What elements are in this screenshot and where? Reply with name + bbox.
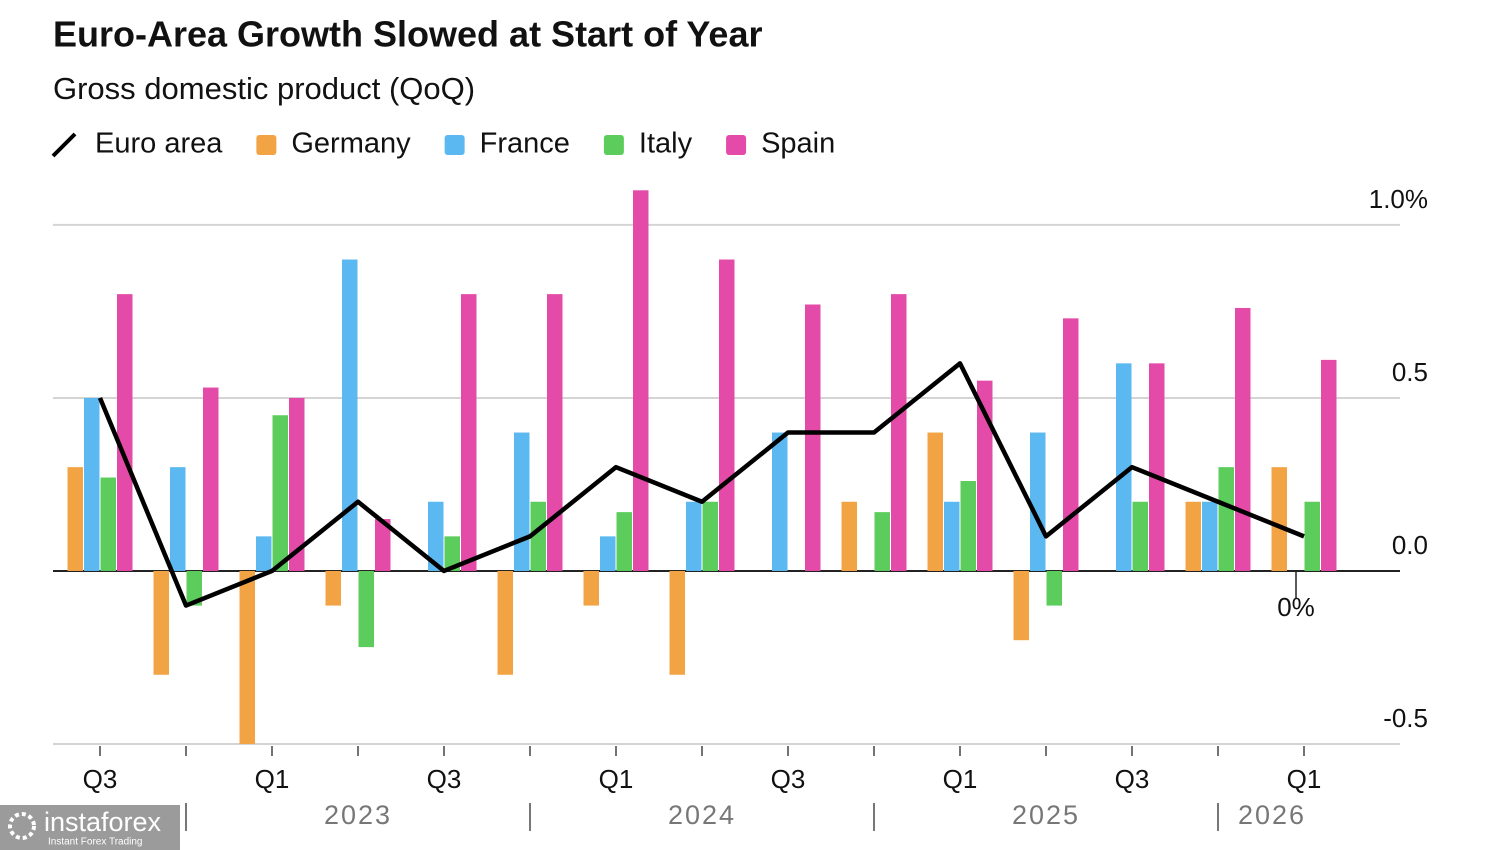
bar xyxy=(1202,501,1218,571)
bar xyxy=(1235,307,1251,571)
bar xyxy=(944,501,960,571)
annotation: 0% xyxy=(1277,592,1315,622)
x-tick-label: Q3 xyxy=(1115,764,1150,794)
watermark-icon xyxy=(8,812,36,840)
legend-label: Spain xyxy=(761,128,835,160)
year-label: 2026 xyxy=(1238,800,1306,830)
x-tick-label: Q3 xyxy=(427,764,462,794)
bar xyxy=(1321,359,1337,571)
bar xyxy=(514,432,530,571)
x-tick-label: Q1 xyxy=(599,764,634,794)
legend-label: Italy xyxy=(639,128,693,160)
legend-label: France xyxy=(480,128,570,160)
bar xyxy=(633,190,649,571)
legend-swatch xyxy=(603,135,624,155)
y-tick-label: -0.5 xyxy=(1383,703,1428,733)
bar xyxy=(874,512,890,571)
bar xyxy=(719,259,735,571)
bar xyxy=(461,294,477,571)
bar xyxy=(547,294,563,571)
bar xyxy=(616,512,632,571)
bar xyxy=(428,501,444,571)
bar xyxy=(325,570,341,606)
year-label: 2024 xyxy=(668,800,736,830)
bar xyxy=(977,380,993,571)
legend-label: Germany xyxy=(291,128,411,160)
legend-swatch xyxy=(444,135,465,155)
chart-title: Euro-Area Growth Slowed at Start of Year xyxy=(53,14,763,55)
bar xyxy=(1304,501,1320,571)
bar xyxy=(1149,363,1165,571)
x-tick-label: Q3 xyxy=(771,764,806,794)
bar xyxy=(960,480,976,571)
bar xyxy=(1013,570,1029,641)
bar xyxy=(927,432,943,571)
bar xyxy=(497,570,513,675)
bar xyxy=(841,501,857,571)
bar xyxy=(186,570,202,606)
bar xyxy=(153,570,169,675)
bar xyxy=(1185,501,1201,571)
bar xyxy=(358,570,374,648)
bar xyxy=(891,294,907,571)
x-tick-label: Q1 xyxy=(255,764,290,794)
bar xyxy=(1046,570,1062,606)
bar xyxy=(289,397,305,571)
bar xyxy=(84,397,100,571)
x-tick-label: Q1 xyxy=(943,764,978,794)
legend-line-icon xyxy=(51,132,77,158)
bar xyxy=(444,536,460,571)
bar xyxy=(1218,467,1234,571)
bar xyxy=(600,536,616,571)
y-tick-label: 0.5 xyxy=(1392,357,1428,387)
bar xyxy=(256,536,272,571)
bar xyxy=(203,387,219,571)
legend-swatch xyxy=(256,135,277,155)
bar xyxy=(530,501,546,571)
chart-subtitle: Gross domestic product (QoQ) xyxy=(53,71,475,106)
y-tick-label: 0.0 xyxy=(1392,530,1428,560)
bar xyxy=(669,570,685,675)
bar xyxy=(170,467,186,571)
bar xyxy=(67,467,83,571)
legend-label: Euro area xyxy=(95,128,223,160)
bar xyxy=(1116,363,1132,571)
bar xyxy=(1063,318,1079,571)
legend-swatch xyxy=(726,135,747,155)
bar xyxy=(686,501,702,571)
bar xyxy=(239,570,255,744)
bar xyxy=(1030,432,1046,571)
watermark-bg xyxy=(0,805,180,850)
bar xyxy=(272,415,288,571)
watermark-name: instaforex xyxy=(44,807,162,837)
watermark-tagline: Instant Forex Trading xyxy=(48,837,143,848)
y-tick-label: 1.0% xyxy=(1369,184,1428,214)
bar xyxy=(805,304,821,571)
x-tick-label: Q1 xyxy=(1287,764,1322,794)
bar xyxy=(117,294,133,571)
bar xyxy=(1271,467,1287,571)
bar xyxy=(702,501,718,571)
bar xyxy=(100,477,116,571)
bar xyxy=(375,519,391,571)
bar xyxy=(1132,501,1148,571)
bar xyxy=(583,570,599,606)
bar xyxy=(772,432,788,571)
line xyxy=(97,361,1305,608)
bar xyxy=(342,259,358,571)
year-label: 2023 xyxy=(324,800,392,830)
x-tick-label: Q3 xyxy=(83,764,118,794)
year-label: 2025 xyxy=(1012,800,1080,830)
